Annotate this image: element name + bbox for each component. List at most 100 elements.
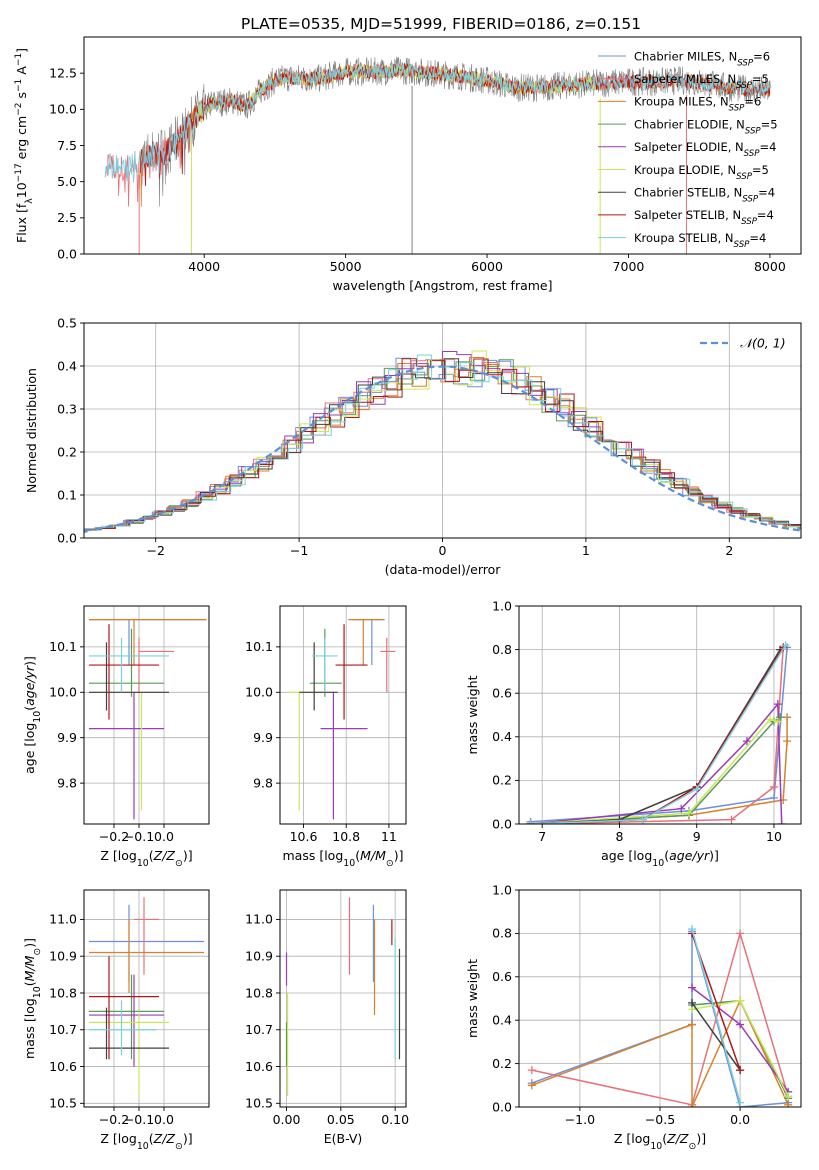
massweight_vs_age-frame: [518, 605, 802, 825]
age_vs_Z-ytick-label: 9.9: [57, 730, 77, 745]
age_vs_mass-ytick-label: 9.8: [253, 775, 273, 790]
massweight_vs_Z-xtick-label: −1.0: [565, 1112, 595, 1127]
errorbar-point: [89, 642, 169, 711]
hist-legend: 𝒩(0, 1): [700, 336, 786, 351]
massweight-marker: [736, 1066, 745, 1075]
massweight-marker: [526, 820, 535, 824]
mass_vs_EBV-xtick-label: 0.05: [327, 1112, 355, 1127]
mass_vs_EBV-xlabel: E(B-V): [324, 1131, 363, 1146]
mass_vs_Z-xtick-label: −0.2: [99, 1112, 129, 1127]
mass_vs_Z-xlabel: Z [log10(Z/Z⊙)]: [100, 1131, 192, 1152]
mass_vs_EBV-grid: [280, 890, 406, 1107]
spectrum-xtick-label: 6000: [471, 259, 503, 274]
residual_hist-ytick-label: 0.2: [57, 444, 77, 459]
errorbar-point: [89, 904, 204, 982]
massweight-marker: [742, 737, 751, 746]
mass_vs_EBV-frame: [279, 889, 407, 1108]
massweight_vs_age-xtick-label: 8: [615, 829, 623, 844]
mass_vs_Z-grid: [84, 890, 209, 1107]
massweight-marker: [781, 641, 790, 650]
residual_hist-ytick-label: 0.1: [57, 487, 77, 502]
spectrum-panel: 4000 5000 6000 7000 8000 0.0 2.5 5.0 7.5 10.0 12.5…: [14, 36, 802, 293]
massweight_vs_Z-ytick-label: 0.6: [492, 969, 512, 984]
legend-label: Salpeter MILES, NSSP=5: [634, 72, 769, 91]
massweight-marker: [736, 996, 745, 1005]
legend-label: Salpeter STELIB, NSSP=4: [634, 208, 774, 227]
mass_vs_Z-panel: −0.2−0.1 0.0 10.5 10.6 10.7 10.8 10.9 11.0 Z [lo…: [22, 889, 210, 1152]
mass_vs_Z-plot-area: [89, 897, 204, 1096]
mass_vs_Z-ytick-label: 10.5: [49, 1096, 77, 1111]
errorbar-point: [348, 619, 383, 666]
errorbar-point: [89, 1011, 169, 1096]
spectrum-xtick-label: 4000: [188, 259, 220, 274]
mass_vs_Z-xtick-label: 0.0: [154, 1112, 174, 1127]
mass_vs_Z-ytick-label: 10.8: [49, 985, 77, 1000]
massweight-marker: [638, 815, 647, 824]
spectrum-xtick-label: 8000: [754, 259, 786, 274]
massweight-marker: [688, 1103, 697, 1107]
residual_hist-xtick-label: −1: [290, 543, 308, 558]
errorbar-point: [352, 619, 385, 666]
massweight-series-line: [531, 930, 789, 1106]
massweight-series-line: [530, 647, 784, 824]
mass_vs_EBV-ytick-label: 10.7: [245, 1022, 273, 1037]
errorbar-point: [89, 628, 164, 697]
massweight-marker: [727, 815, 736, 824]
massweight_vs_Z-ytick-label: 1.0: [492, 882, 512, 897]
spectrum-ytick-label: 5.0: [57, 174, 77, 189]
age_vs_mass-ytick-label: 10.0: [245, 685, 273, 700]
age_vs_mass-xtick-label: 10.8: [332, 829, 360, 844]
residual_hist-xtick-label: 2: [725, 543, 733, 558]
residual_hist-xtick-label: −2: [146, 543, 164, 558]
errorbar-point: [380, 637, 396, 693]
errorbar-point: [89, 692, 164, 820]
errorbar-point: [89, 956, 159, 1060]
legend-label: Chabrier STELIB, NSSP=4: [634, 186, 775, 205]
legend-label: Kroupa MILES, NSSP=6: [634, 95, 761, 114]
errorbar-point: [286, 691, 325, 811]
massweight-marker: [527, 1066, 536, 1075]
mass_vs_Z-xtick-label: −0.1: [124, 1112, 154, 1127]
massweight-series-line: [530, 718, 778, 824]
mass_vs_EBV-plot-area: [285, 897, 401, 1096]
age_vs_mass-xtick-label: 11: [381, 829, 397, 844]
massweight-series-line: [531, 998, 789, 1107]
age_vs_mass-xlabel: mass [log10(M/M⊙)]: [283, 848, 404, 869]
errorbar-point: [89, 1007, 169, 1060]
massweight-marker: [769, 793, 778, 802]
legend-label: Salpeter ELODIE, NSSP=4: [634, 140, 776, 159]
massweight-series-line: [530, 647, 788, 823]
gaussian-curve: [84, 365, 801, 532]
mass_vs_EBV-ytick-label: 10.5: [245, 1096, 273, 1111]
legend-label: Chabrier ELODIE, NSSP=5: [634, 117, 778, 136]
mass_vs_Z-ytick-label: 10.9: [49, 949, 77, 964]
age_vs_mass-frame: [279, 605, 407, 825]
mass_vs_Z-ytick-label: 10.6: [49, 1059, 77, 1074]
massweight-series-line: [530, 716, 781, 824]
massweight-marker: [615, 815, 624, 824]
mass_vs_EBV-ytick-label: 11.0: [245, 912, 273, 927]
hist-step-line: [84, 354, 801, 533]
figure-title: PLATE=0535, MJD=51999, FIBERID=0186, z=0…: [241, 15, 641, 33]
massweight_vs_Z-ytick-label: 0.0: [492, 1099, 512, 1114]
residual_hist-xtick-label: 1: [582, 543, 590, 558]
massweight-marker: [783, 737, 792, 746]
errorbar-point: [89, 619, 207, 666]
massweight-marker: [736, 1098, 745, 1107]
massweight_vs_age-grid: [519, 605, 801, 825]
massweight-marker: [688, 925, 697, 934]
age_vs_Z-xtick-label: 0.0: [154, 829, 174, 844]
mass_vs_EBV-panel: 0.00 0.05 0.10 10.5 10.6 10.7 10.8 10.9 11.0 E(B-…: [245, 889, 409, 1146]
residual_hist-panel: −2 −1 0 1 2 0.0 0.1 0.2 0.3 0.4 0.5 (data-model)/er…: [24, 315, 802, 577]
mass_vs_EBV-ytick-label: 10.6: [245, 1059, 273, 1074]
age_vs_mass-xtick-label: 10.6: [290, 829, 318, 844]
age_vs_Z-ytick-label: 9.8: [57, 775, 77, 790]
massweight_vs_age-ytick-label: 0.6: [492, 686, 512, 701]
massweight-marker: [777, 820, 786, 824]
age_vs_Z-xtick-label: −0.1: [124, 829, 154, 844]
massweight-marker: [766, 715, 775, 724]
age_vs_Z-ytick-label: 10.0: [49, 685, 77, 700]
age_vs_Z-ytick-label: 10.1: [49, 639, 77, 654]
mass_vs_Z-frame: [83, 889, 210, 1108]
